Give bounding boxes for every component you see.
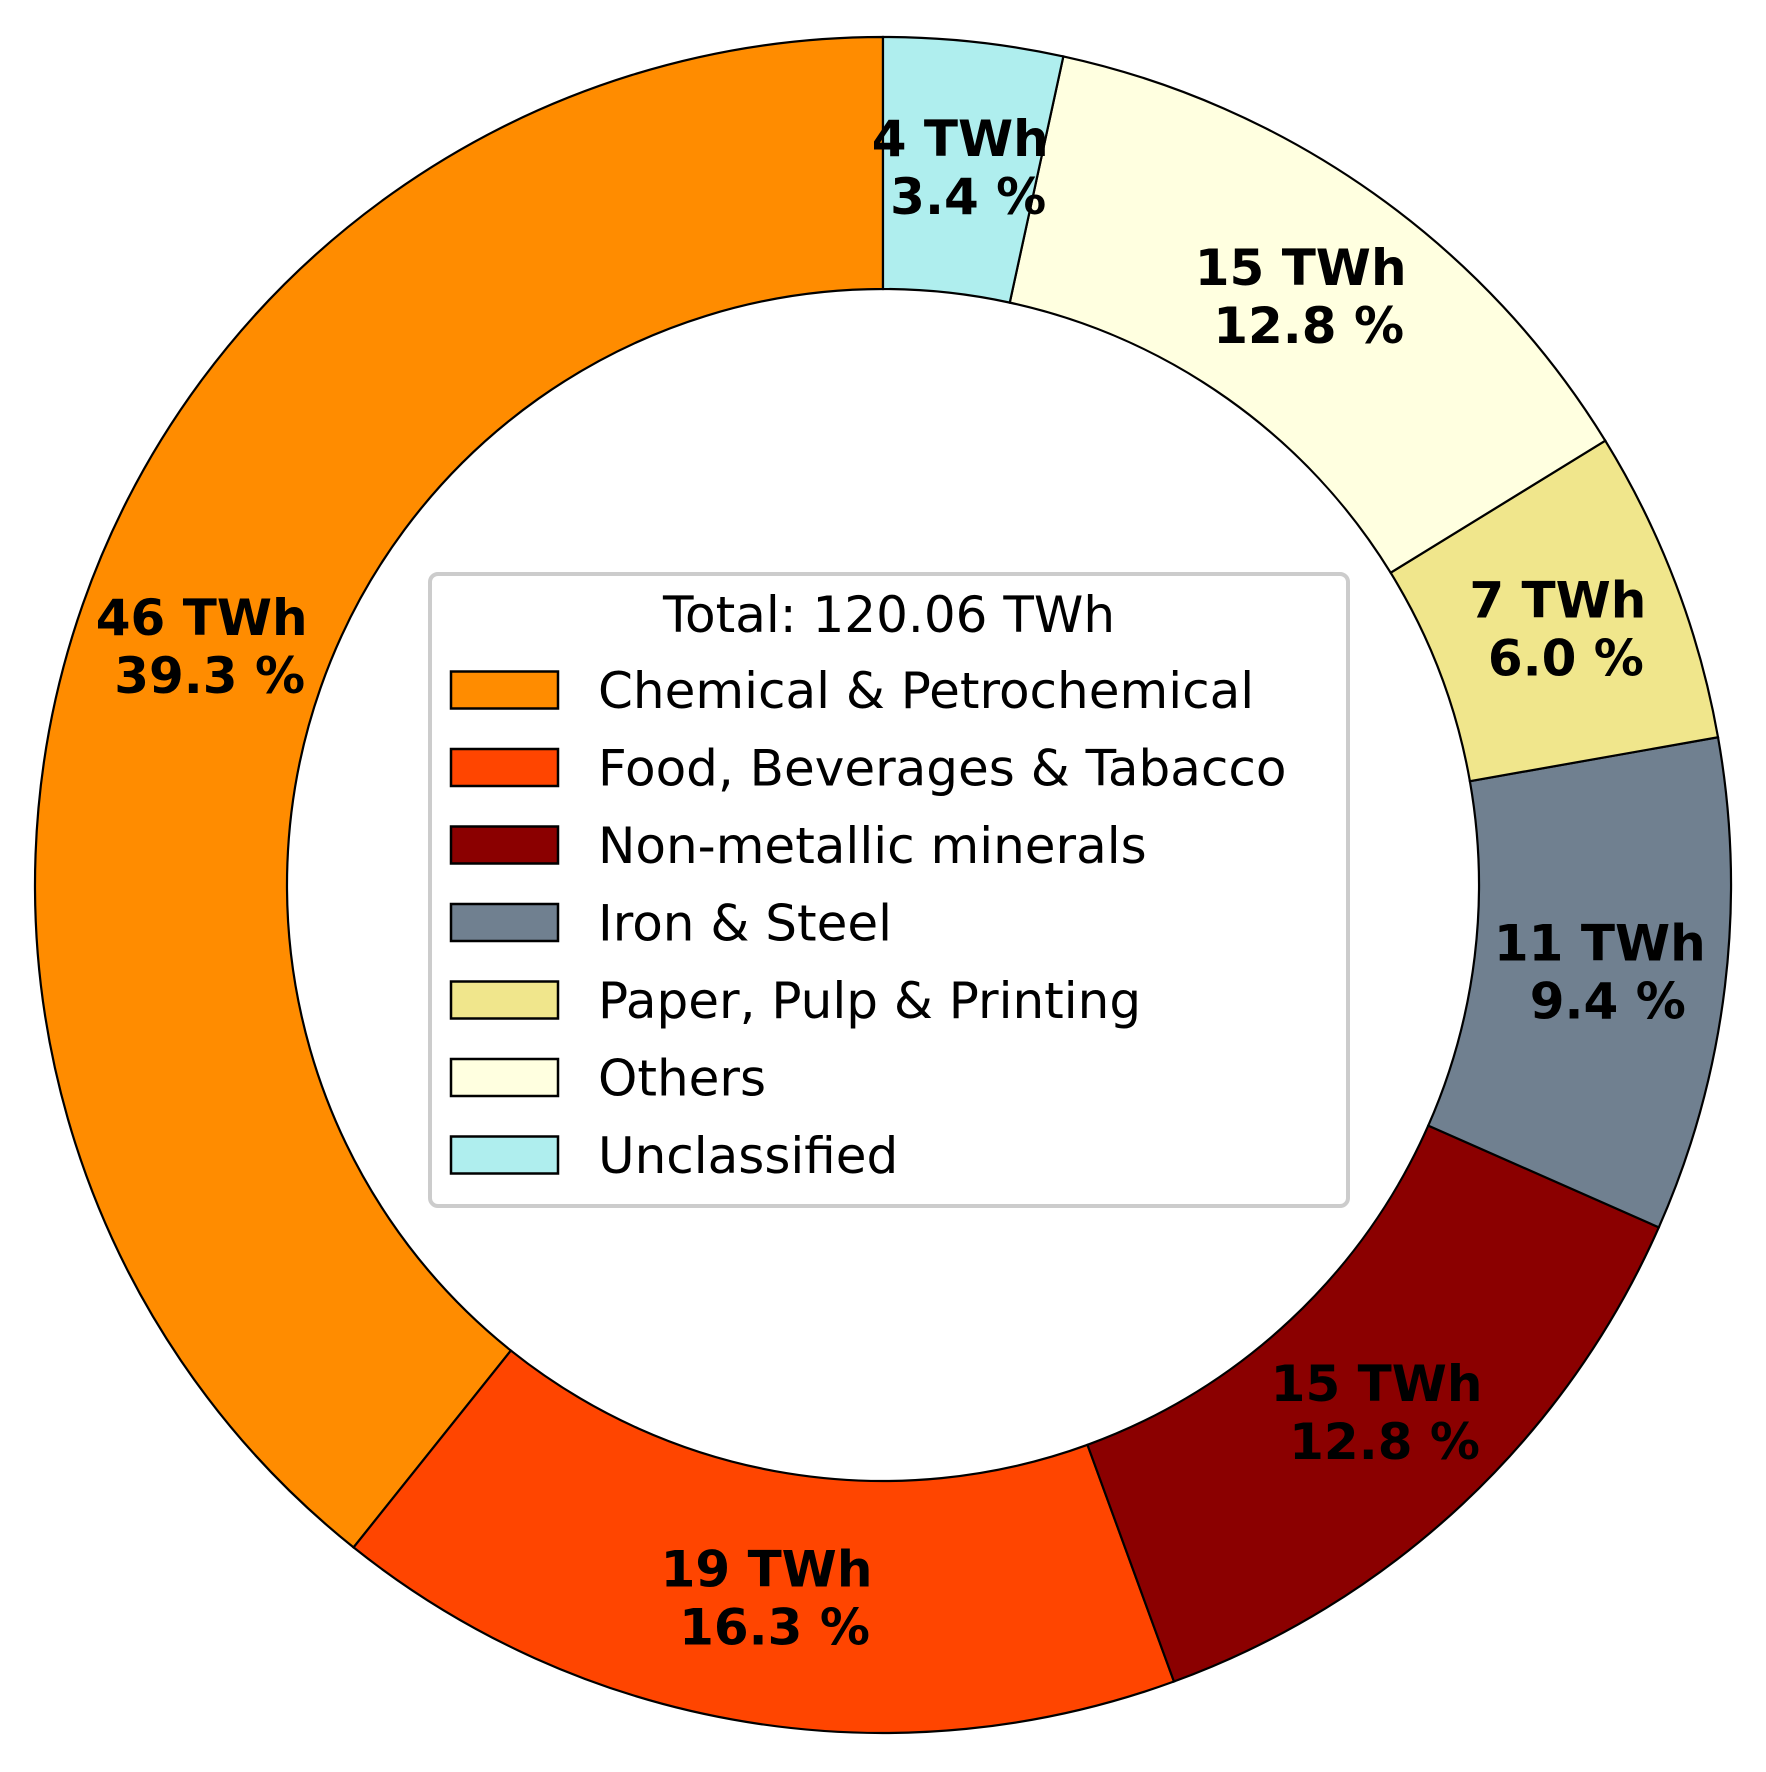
slice-percent-label-chemical-and-petrochemical: 39.3 % bbox=[114, 647, 305, 705]
legend-title: Total: 120.06 TWh bbox=[662, 586, 1115, 644]
legend-swatch-food-beverages-and-tabacco bbox=[449, 747, 560, 788]
legend-swatch-chemical-and-petrochemical bbox=[449, 670, 560, 710]
legend-label-unclassified: Unclassified bbox=[598, 1127, 898, 1185]
slice-value-label-chemical-and-petrochemical: 46 TWh bbox=[96, 589, 308, 647]
legend-items: Chemical & Petrochemical Food, Beverages … bbox=[449, 662, 1286, 1185]
slice-percent-label-others: 12.8 % bbox=[1213, 297, 1404, 355]
slice-unclassified bbox=[881, 35, 1065, 304]
legend-label-iron-and-steel: Iron & Steel bbox=[598, 895, 892, 953]
slice-others bbox=[1008, 55, 1607, 575]
legend: Total: 120.06 TWh Chemical & Petrochemic… bbox=[428, 572, 1350, 1208]
slice-food-beverages-and-tabacco bbox=[351, 1349, 1176, 1735]
slice-chemical-and-petrochemical bbox=[33, 35, 885, 1549]
slice-value-label-food-beverages-and-tabacco: 19 TWh bbox=[661, 1541, 873, 1599]
slices-group bbox=[33, 35, 1733, 1735]
legend-label-chemical-and-petrochemical: Chemical & Petrochemical bbox=[598, 662, 1254, 720]
slice-value-label-unclassified: 4 TWh bbox=[872, 110, 1049, 168]
slice-percent-label-paper-pulp-and-printing: 6.0 % bbox=[1488, 629, 1644, 687]
slice-percent-label-unclassified: 3.4 % bbox=[890, 168, 1046, 226]
legend-label-food-beverages-and-tabacco: Food, Beverages & Tabacco bbox=[598, 740, 1286, 798]
legend-label-paper-pulp-and-printing: Paper, Pulp & Printing bbox=[598, 972, 1141, 1030]
legend-swatch-others bbox=[449, 1057, 560, 1098]
legend-label-others: Others bbox=[598, 1050, 766, 1108]
slice-value-label-others: 15 TWh bbox=[1195, 239, 1407, 297]
slice-value-label-paper-pulp-and-printing: 7 TWh bbox=[1469, 571, 1646, 629]
legend-frame bbox=[428, 572, 1350, 1208]
legend-label-non-metallic-minerals: Non-metallic minerals bbox=[598, 817, 1147, 875]
legend-swatch-unclassified bbox=[449, 1135, 560, 1175]
slice-percent-label-iron-and-steel: 9.4 % bbox=[1530, 973, 1686, 1031]
legend-swatch-non-metallic-minerals bbox=[449, 825, 560, 865]
slice-percent-label-non-metallic-minerals: 12.8 % bbox=[1289, 1413, 1480, 1471]
slice-percent-label-food-beverages-and-tabacco: 16.3 % bbox=[679, 1599, 870, 1657]
slice-value-label-non-metallic-minerals: 15 TWh bbox=[1271, 1355, 1483, 1413]
slice-value-label-iron-and-steel: 11 TWh bbox=[1494, 915, 1706, 973]
legend-swatch-paper-pulp-and-printing bbox=[449, 980, 560, 1020]
legend-swatch-iron-and-steel bbox=[449, 902, 560, 943]
slice-non-metallic-minerals bbox=[1086, 1124, 1661, 1683]
